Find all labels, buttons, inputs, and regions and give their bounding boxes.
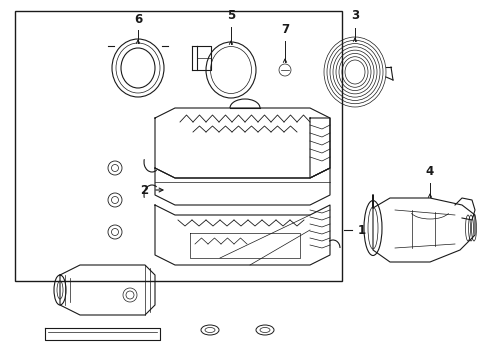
Text: 3: 3	[350, 9, 358, 22]
Bar	[15, 11, 342, 281]
Text: 4: 4	[425, 165, 433, 178]
Text: 7: 7	[281, 23, 288, 36]
Text: 5: 5	[226, 9, 235, 22]
Text: 1: 1	[357, 224, 366, 237]
Text: 2: 2	[140, 184, 148, 197]
Text: 6: 6	[134, 13, 142, 26]
